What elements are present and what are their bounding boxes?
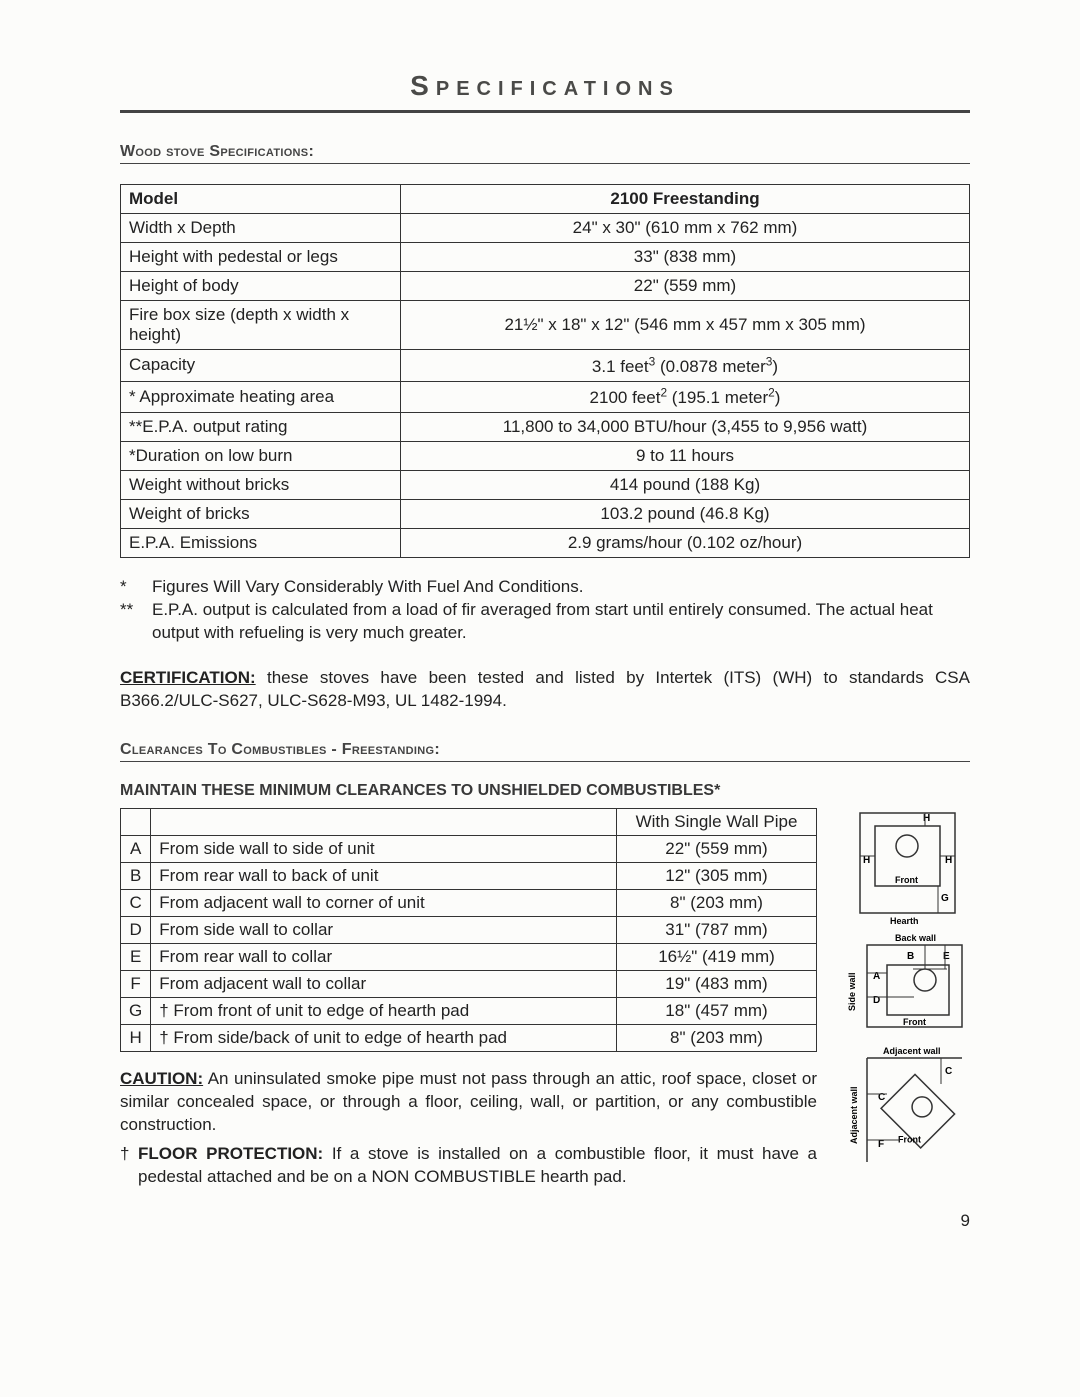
clear-desc: From rear wall to back of unit	[151, 863, 617, 890]
clear-header-value: With Single Wall Pipe	[617, 809, 817, 836]
clear-val: 31" (787 mm)	[617, 917, 817, 944]
spec-value: 414 pound (188 Kg)	[401, 471, 970, 500]
spec-table: Model 2100 Freestanding Width x Depth24"…	[120, 184, 970, 558]
spec-label: Weight without bricks	[121, 471, 401, 500]
spec-value: 21½" x 18" x 12" (546 mm x 457 mm x 305 …	[401, 301, 970, 350]
clear-key: G	[121, 998, 151, 1025]
clear-key: C	[121, 890, 151, 917]
clear-desc: † From front of unit to edge of hearth p…	[151, 998, 617, 1025]
clear-header-blank	[151, 809, 617, 836]
svg-text:F: F	[878, 1139, 884, 1150]
title-rule	[120, 110, 970, 113]
footnote-text: Figures Will Vary Considerably With Fuel…	[152, 576, 583, 599]
clear-desc: † From side/back of unit to edge of hear…	[151, 1025, 617, 1052]
spec-value: 9 to 11 hours	[401, 442, 970, 471]
svg-text:Adjacent wall: Adjacent wall	[883, 1046, 941, 1056]
clear-key: F	[121, 971, 151, 998]
floor-dagger: †	[120, 1143, 138, 1189]
spec-label: **E.P.A. output rating	[121, 413, 401, 442]
spec-value: 2.9 grams/hour (0.102 oz/hour)	[401, 529, 970, 558]
spec-label: Capacity	[121, 350, 401, 382]
svg-text:E: E	[943, 951, 950, 962]
clear-val: 8" (203 mm)	[617, 1025, 817, 1052]
floor-protection-label: FLOOR PROTECTION:	[138, 1144, 323, 1163]
clear-val: 18" (457 mm)	[617, 998, 817, 1025]
clear-val: 22" (559 mm)	[617, 836, 817, 863]
spec-label: Weight of bricks	[121, 500, 401, 529]
clear-key: B	[121, 863, 151, 890]
svg-text:B: B	[907, 951, 914, 962]
spec-label: Width x Depth	[121, 214, 401, 243]
svg-text:Front: Front	[903, 1017, 926, 1027]
clear-key: A	[121, 836, 151, 863]
svg-text:Front: Front	[895, 875, 918, 885]
diagram-hearth-top: H H H Front G Hearth	[845, 808, 970, 928]
clear-desc: From adjacent wall to collar	[151, 971, 617, 998]
section-wood-stove-heading: Wood stove Specifications:	[120, 143, 970, 164]
clearances-table-title: MAINTAIN THESE MINIMUM CLEARANCES TO UNS…	[120, 782, 970, 800]
clear-header-blank	[121, 809, 151, 836]
page-title: Specifications	[120, 70, 970, 102]
clear-val: 12" (305 mm)	[617, 863, 817, 890]
caution-block: CAUTION: An uninsulated smoke pipe must …	[120, 1068, 817, 1189]
clear-val: 16½" (419 mm)	[617, 944, 817, 971]
clear-desc: From adjacent wall to corner of unit	[151, 890, 617, 917]
spec-value: 33" (838 mm)	[401, 243, 970, 272]
footnote-mark: **	[120, 599, 152, 645]
svg-text:G: G	[941, 893, 949, 904]
spec-label: Height of body	[121, 272, 401, 301]
section-clearances-heading: Clearances To Combustibles - Freestandin…	[120, 741, 970, 762]
spec-value: 3.1 feet3 (0.0878 meter3)	[401, 350, 970, 382]
spec-value: 22" (559 mm)	[401, 272, 970, 301]
spec-label: Fire box size (depth x width x height)	[121, 301, 401, 350]
clear-key: E	[121, 944, 151, 971]
clear-desc: From side wall to side of unit	[151, 836, 617, 863]
svg-text:H: H	[923, 813, 930, 824]
spec-header-value: 2100 Freestanding	[401, 185, 970, 214]
svg-text:H: H	[863, 855, 870, 866]
spec-header-model: Model	[121, 185, 401, 214]
spec-label: *Duration on low burn	[121, 442, 401, 471]
spec-label: E.P.A. Emissions	[121, 529, 401, 558]
spec-value: 11,800 to 34,000 BTU/hour (3,455 to 9,95…	[401, 413, 970, 442]
certification-label: CERTIFICATION:	[120, 668, 256, 687]
diagram-corner-install: Adjacent wall Front C C F Adjacent wall	[845, 1044, 970, 1174]
clear-desc: From side wall to collar	[151, 917, 617, 944]
footnote-text: E.P.A. output is calculated from a load …	[152, 599, 970, 645]
clear-desc: From rear wall to collar	[151, 944, 617, 971]
clear-key: H	[121, 1025, 151, 1052]
caution-text: An uninsulated smoke pipe must not pass …	[120, 1069, 817, 1134]
clear-val: 8" (203 mm)	[617, 890, 817, 917]
spec-value: 103.2 pound (46.8 Kg)	[401, 500, 970, 529]
footnotes: * Figures Will Vary Considerably With Fu…	[120, 576, 970, 645]
spec-label: Height with pedestal or legs	[121, 243, 401, 272]
svg-text:H: H	[945, 855, 952, 866]
clearance-diagrams: H H H Front G Hearth Back wall B E	[845, 808, 970, 1177]
diagram-wall-install: Back wall B E A D Front Side wall	[845, 931, 970, 1041]
footnote-mark: *	[120, 576, 152, 599]
certification-text: CERTIFICATION: these stoves have been te…	[120, 667, 970, 713]
svg-text:Side wall: Side wall	[847, 972, 857, 1011]
caution-label: CAUTION:	[120, 1069, 203, 1088]
svg-text:Front: Front	[898, 1134, 921, 1144]
clearances-table: With Single Wall Pipe AFrom side wall to…	[120, 808, 817, 1052]
svg-text:C: C	[945, 1066, 952, 1077]
spec-value: 24" x 30" (610 mm x 762 mm)	[401, 214, 970, 243]
clear-val: 19" (483 mm)	[617, 971, 817, 998]
spec-value: 2100 feet2 (195.1 meter2)	[401, 381, 970, 413]
clear-key: D	[121, 917, 151, 944]
svg-text:Back wall: Back wall	[895, 933, 936, 943]
svg-text:Hearth: Hearth	[890, 916, 919, 926]
svg-text:Adjacent wall: Adjacent wall	[849, 1086, 859, 1144]
page-number: 9	[120, 1211, 970, 1231]
spec-label: * Approximate heating area	[121, 381, 401, 413]
